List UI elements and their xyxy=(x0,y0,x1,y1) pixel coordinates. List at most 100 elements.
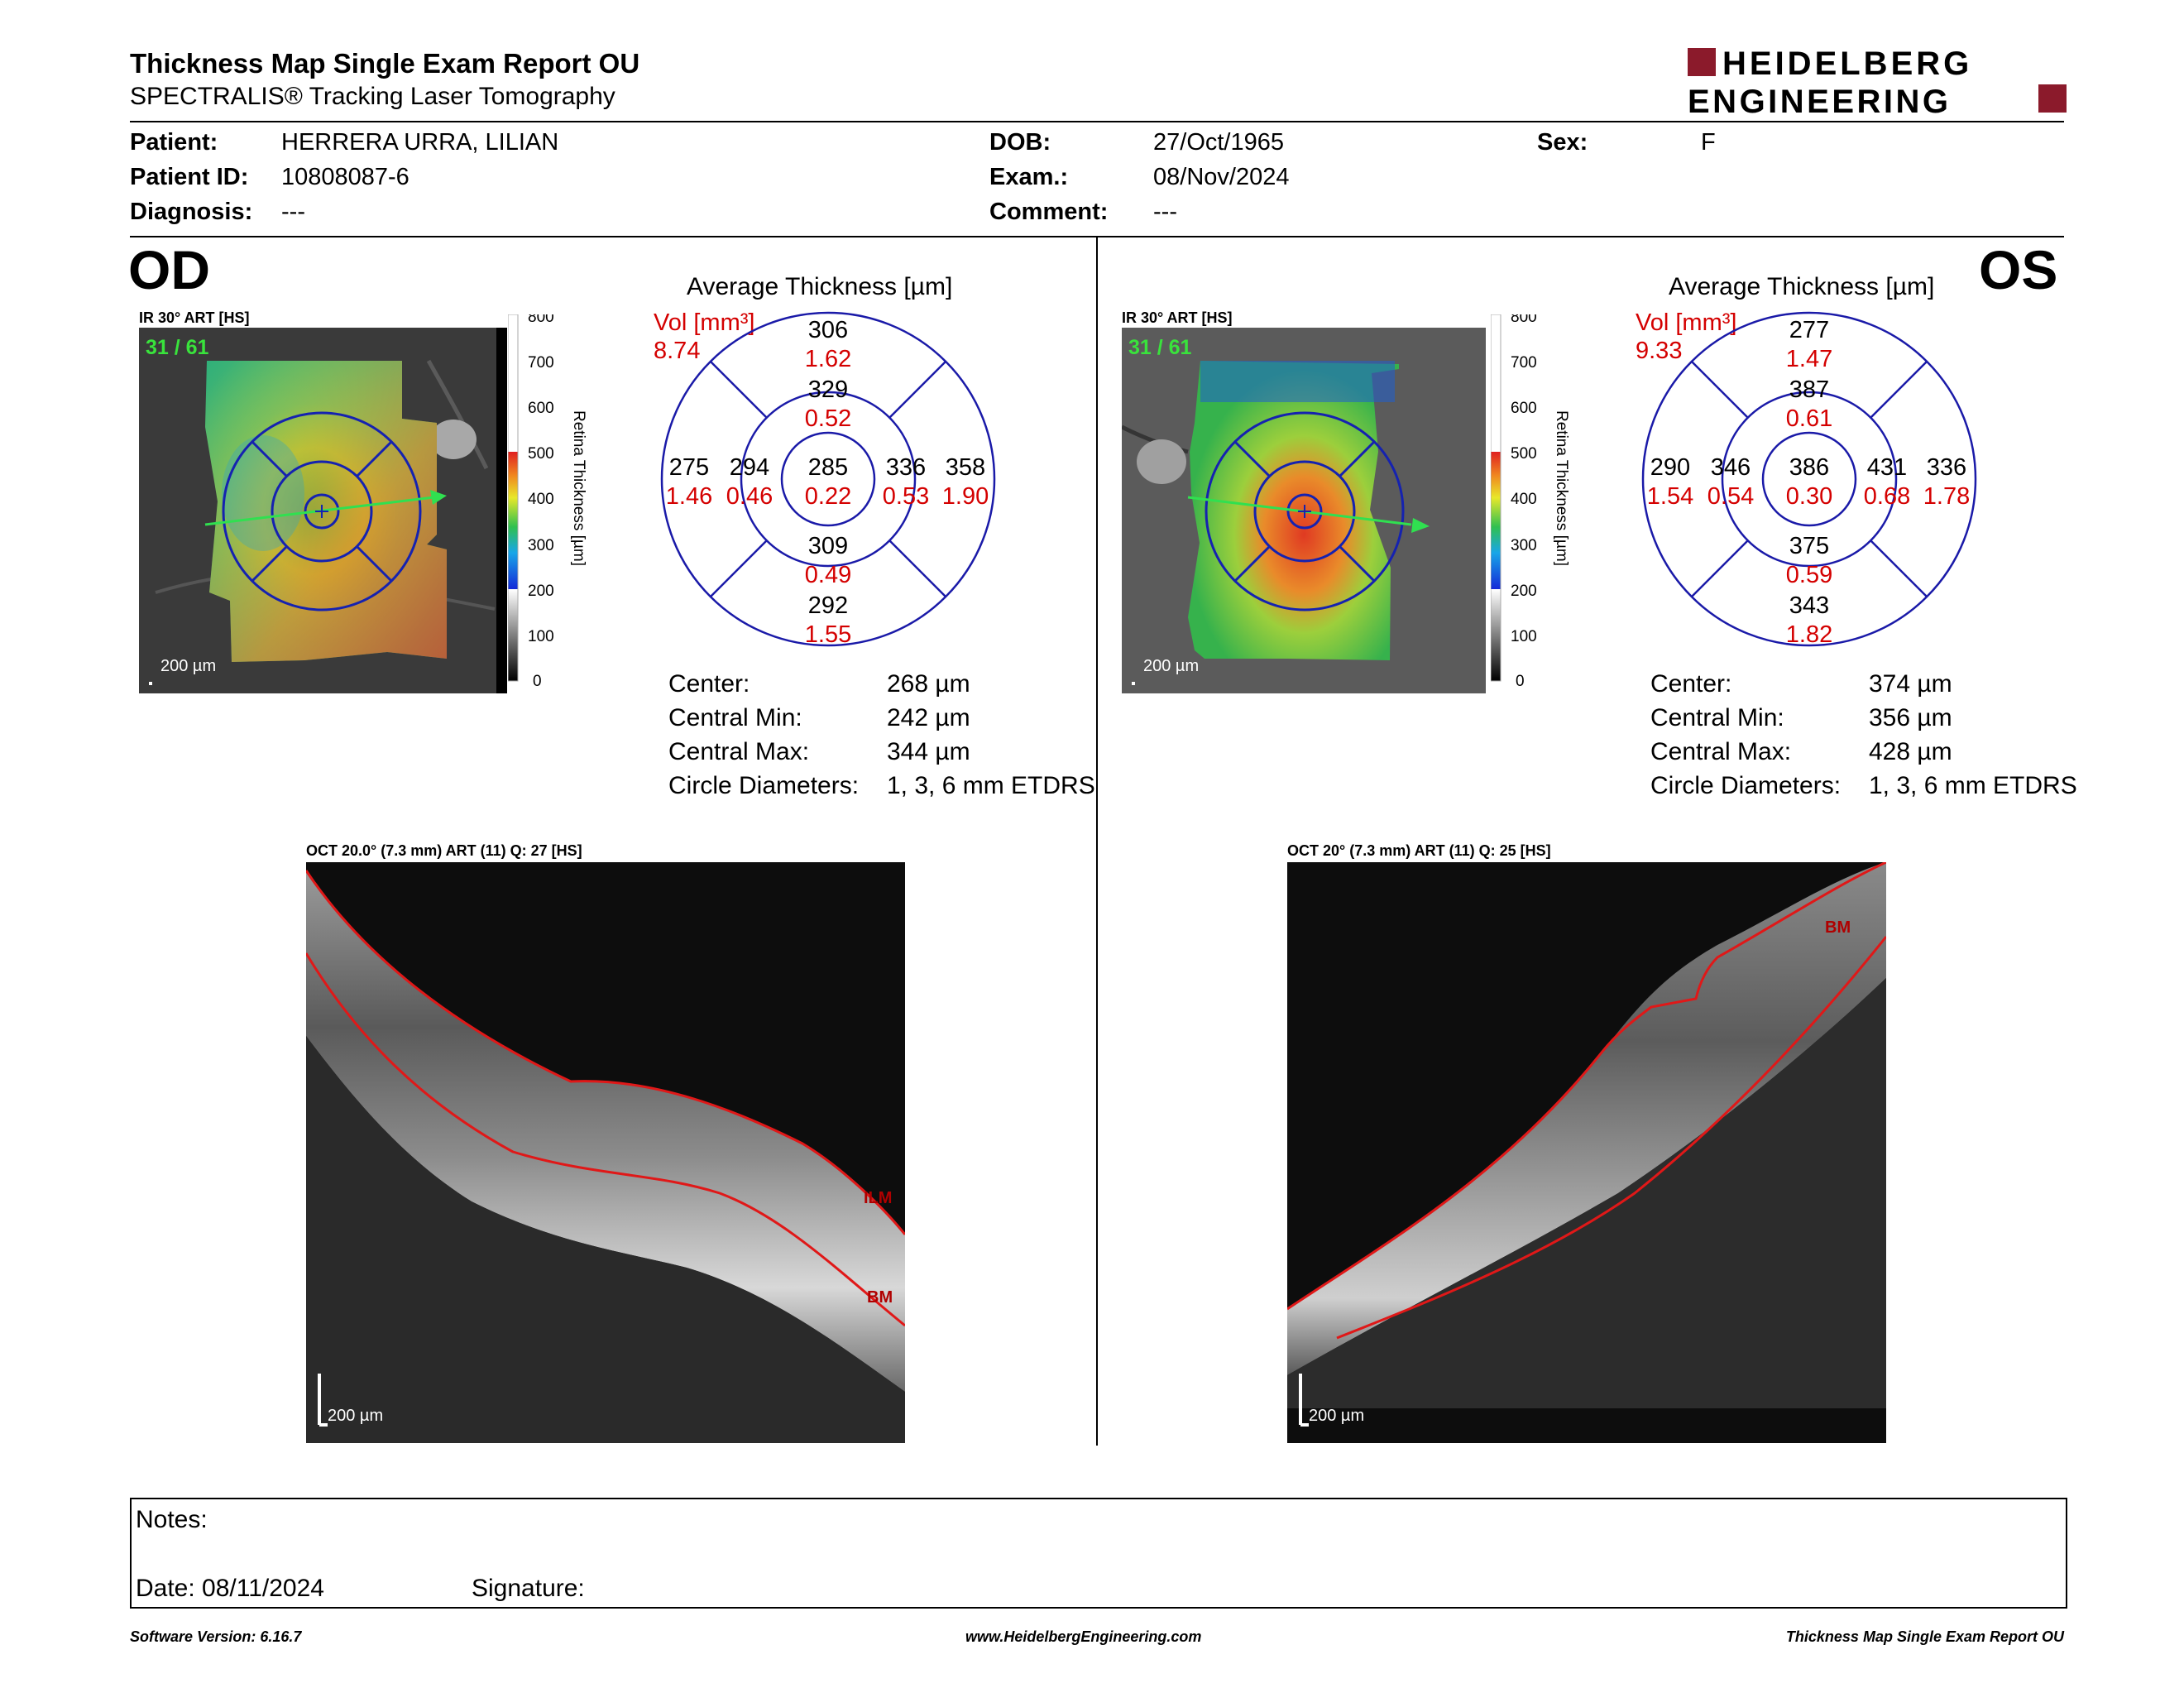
os-inner-inferior-volume: 0.59 xyxy=(1786,562,1832,588)
os-stat-value: 1, 3, 6 mm ETDRS xyxy=(1869,772,2077,799)
os-colorbar: 800 700 600 500 400 300 200 100 0 Retina… xyxy=(1491,314,1570,690)
header-divider xyxy=(130,121,2064,122)
footer-url[interactable]: www.HeidelbergEngineering.com xyxy=(965,1628,1202,1645)
os-outer-inferior-volume: 1.82 xyxy=(1786,621,1832,648)
os-inner-temporal-thickness: 346 xyxy=(1711,454,1751,481)
os-outer-nasal-volume: 1.78 xyxy=(1923,483,1970,510)
os-oct-caption: OCT 20° (7.3 mm) ART (11) Q: 25 [HS] xyxy=(1287,842,1551,859)
os-stat-label: Center: xyxy=(1650,670,1732,698)
sex-value: F xyxy=(1701,129,1716,156)
os-bm-label: BM xyxy=(1825,918,1851,937)
od-center-thickness: 285 xyxy=(808,454,848,481)
notes-box xyxy=(130,1498,2067,1609)
os-inner-temporal-volume: 0.54 xyxy=(1707,483,1754,510)
os-colorbar-tick: 0 xyxy=(1516,673,1525,690)
od-thickness-map xyxy=(139,328,507,693)
os-inner-superior-thickness: 387 xyxy=(1789,376,1829,403)
os-stat-label: Circle Diameters: xyxy=(1650,772,1842,799)
od-center-volume: 0.22 xyxy=(805,483,851,510)
dob-value: 27/Oct/1965 xyxy=(1153,129,1284,156)
od-stat-value: 242 µm xyxy=(887,704,970,731)
report-subtitle: SPECTRALIS® Tracking Laser Tomography xyxy=(130,83,615,110)
os-colorbar-tick: 600 xyxy=(1511,400,1537,417)
od-colorbar-tick: 300 xyxy=(528,537,554,554)
os-colorbar-tick: 300 xyxy=(1511,537,1537,554)
os-etdrs-chart: 277 1.47 387 0.61 290 1.54 346 0.54 386 … xyxy=(1641,311,1977,648)
os-inner-nasal-thickness: 431 xyxy=(1867,454,1907,481)
os-stat-value: 428 µm xyxy=(1869,738,1952,765)
od-stat-label: Central Max: xyxy=(668,738,810,765)
os-outer-temporal-volume: 1.54 xyxy=(1647,483,1693,510)
od-colorbar-tick: 500 xyxy=(528,445,554,463)
os-outer-temporal-thickness: 290 xyxy=(1650,454,1690,481)
od-inner-superior-thickness: 329 xyxy=(808,376,848,403)
os-vol-value: 9.33 xyxy=(1636,338,1683,364)
patient-id: 10808087-6 xyxy=(281,164,410,190)
logo-line2: ENGINEERING xyxy=(1688,84,1952,116)
od-colorbar-tick: 0 xyxy=(533,673,542,690)
patient-label: Patient: xyxy=(130,129,218,156)
os-inner-inferior-thickness: 375 xyxy=(1789,533,1829,559)
os-stat-label: Central Max: xyxy=(1650,738,1792,765)
exam-label: Exam.: xyxy=(989,164,1069,190)
os-oct-scan: BM xyxy=(1287,862,1886,1443)
os-scale-label: 200 µm xyxy=(1143,657,1200,675)
od-outer-inferior-thickness: 292 xyxy=(808,592,848,619)
heidelberg-logo: HEIDELBERG ENGINEERING xyxy=(1688,46,2067,116)
od-inner-temporal-thickness: 294 xyxy=(730,454,769,481)
od-bm-label: BM xyxy=(867,1288,893,1307)
od-oct-scale: 200 µm xyxy=(328,1407,384,1425)
os-outer-superior-volume: 1.47 xyxy=(1786,346,1832,372)
os-oct-scale: 200 µm xyxy=(1309,1407,1365,1425)
od-colorbar-tick: 400 xyxy=(528,491,554,508)
od-oct-caption: OCT 20.0° (7.3 mm) ART (11) Q: 27 [HS] xyxy=(306,842,582,859)
od-frame-counter: 31 / 61 xyxy=(146,336,209,359)
software-version: Software Version: 6.16.7 xyxy=(130,1628,302,1645)
os-ir-caption: IR 30° ART [HS] xyxy=(1122,309,1233,326)
eye-divider xyxy=(1096,237,1098,1446)
od-stat-value: 344 µm xyxy=(887,738,970,765)
os-colorbar-tick: 400 xyxy=(1511,491,1537,508)
date-label: Date: 08/11/2024 xyxy=(136,1575,324,1602)
od-stat-value: 1, 3, 6 mm ETDRS xyxy=(887,772,1095,799)
patient-name: HERRERA URRA, LILIAN xyxy=(281,129,559,156)
os-inner-superior-volume: 0.61 xyxy=(1786,405,1832,432)
od-inner-inferior-thickness: 309 xyxy=(808,533,848,559)
dob-label: DOB: xyxy=(989,129,1051,156)
logo-line1: HEIDELBERG xyxy=(1722,46,1972,82)
od-outer-inferior-volume: 1.55 xyxy=(805,621,851,648)
od-colorbar-tick: 700 xyxy=(528,354,554,372)
od-outer-temporal-thickness: 275 xyxy=(669,454,709,481)
sex-label: Sex: xyxy=(1537,129,1588,156)
od-colorbar-tick: 200 xyxy=(528,583,554,600)
os-chart-title: Average Thickness [µm] xyxy=(1669,273,1935,300)
od-stat-value: 268 µm xyxy=(887,670,970,698)
os-outer-inferior-thickness: 343 xyxy=(1789,592,1829,619)
os-label: OS xyxy=(1979,239,2058,300)
od-oct-scan: ILM BM xyxy=(306,862,905,1443)
od-etdrs-chart: 306 1.62 329 0.52 275 1.46 294 0.46 285 … xyxy=(660,311,996,648)
od-stat-label: Circle Diameters: xyxy=(668,772,860,799)
od-colorbar-tick: 600 xyxy=(528,400,554,417)
footer-report-name: Thickness Map Single Exam Report OU xyxy=(1785,1628,2064,1645)
info-divider xyxy=(130,236,2064,237)
od-outer-nasal-volume: 1.90 xyxy=(942,483,989,510)
exam-value: 08/Nov/2024 xyxy=(1153,164,1290,190)
os-center-volume: 0.30 xyxy=(1786,483,1832,510)
os-frame-counter: 31 / 61 xyxy=(1128,336,1192,359)
od-inner-superior-volume: 0.52 xyxy=(805,405,851,432)
os-stat-value: 374 µm xyxy=(1869,670,1952,698)
signature-label: Signature: xyxy=(472,1575,585,1602)
od-inner-nasal-thickness: 336 xyxy=(886,454,926,481)
od-outer-superior-volume: 1.62 xyxy=(805,346,851,372)
os-thickness-map xyxy=(1122,328,1486,693)
os-outer-superior-thickness: 277 xyxy=(1789,317,1829,343)
os-colorbar-tick: 100 xyxy=(1511,628,1537,645)
os-stat-label: Central Min: xyxy=(1650,704,1784,731)
od-chart-title: Average Thickness [µm] xyxy=(687,273,953,300)
od-scale-label: 200 µm xyxy=(160,657,217,675)
od-ir-caption: IR 30° ART [HS] xyxy=(139,309,250,326)
od-outer-superior-thickness: 306 xyxy=(808,317,848,343)
os-vol-label: Vol [mm³] xyxy=(1636,309,1737,336)
od-stat-label: Center: xyxy=(668,670,750,698)
